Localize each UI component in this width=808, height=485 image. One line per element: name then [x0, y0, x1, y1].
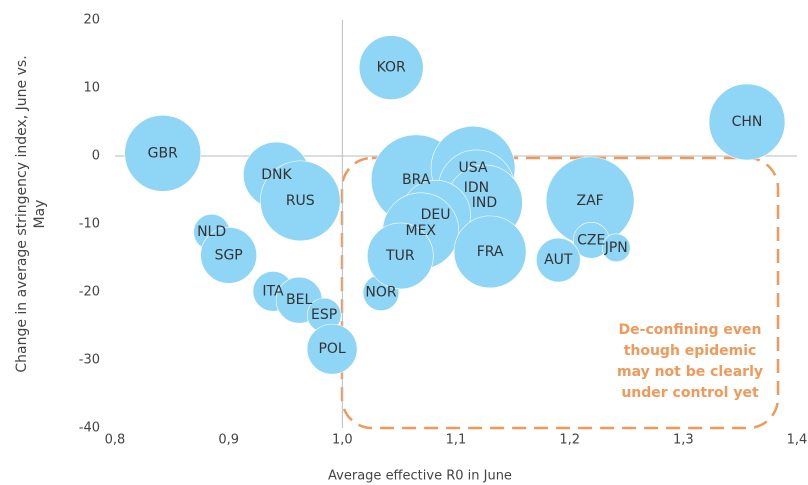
bubble-label: CZE: [577, 232, 605, 248]
bubble-label: MEX: [406, 223, 437, 239]
bubble-label: AUT: [544, 252, 573, 268]
bubble-label: FRA: [477, 244, 504, 260]
bubble-label: TUR: [385, 248, 415, 264]
bubble-label: DEU: [421, 207, 451, 223]
y-tick-label: 10: [83, 81, 100, 96]
bubble-label: DNK: [261, 167, 292, 183]
bubble: [601, 233, 631, 263]
bubble-label: BRA: [402, 172, 431, 188]
y-tick-label: -40: [79, 421, 100, 436]
bubble-label: RUS: [286, 193, 315, 209]
x-tick-label: 1,3: [673, 433, 694, 448]
bubble-label: SGP: [215, 247, 243, 263]
bubble-label: KOR: [377, 60, 406, 76]
bubble-label: ITA: [262, 283, 284, 299]
x-axis-title: Average effective R0 in June: [328, 469, 512, 484]
highlight-box: [340, 156, 780, 430]
y-tick-label: 0: [92, 149, 100, 164]
bubble-label: JPN: [604, 240, 628, 256]
y-axis-title: Change in average stringency index, June…: [14, 55, 48, 373]
bubble-label: NLD: [197, 224, 226, 240]
bubble-label: GBR: [148, 145, 178, 161]
bubble-label: POL: [318, 341, 345, 357]
annotation: under control yet: [621, 385, 759, 401]
y-tick-label: -20: [79, 285, 100, 300]
bubble-label: IND: [472, 195, 497, 211]
bubble: [306, 323, 358, 375]
bubble: [124, 114, 202, 192]
annotation: though epidemic: [624, 343, 757, 359]
bubble-label: BEL: [286, 292, 312, 308]
annotation: De-confining even: [619, 322, 762, 338]
bubble-label: IDN: [464, 180, 489, 196]
bubble-label: USA: [459, 160, 488, 176]
bubble: [358, 35, 424, 100]
x-tick-label: 0,9: [218, 433, 239, 448]
x-tick-label: 0,8: [105, 433, 126, 448]
bubble: [708, 83, 786, 161]
annotation: may not be clearly: [617, 364, 763, 380]
x-tick-label: 1,4: [787, 433, 808, 448]
y-tick-label: 20: [83, 13, 100, 28]
bubble-label: CHN: [732, 114, 763, 130]
bubble: [367, 222, 434, 290]
y-tick-label: -30: [79, 353, 100, 368]
x-tick-label: 1,2: [559, 433, 580, 448]
x-tick-label: 1,1: [446, 433, 467, 448]
bubble-label: NOR: [365, 285, 396, 301]
bubble: [453, 215, 527, 289]
bubble: [535, 237, 581, 283]
bubble: [259, 160, 341, 242]
bubble: [200, 226, 257, 284]
x-tick-label: 1,0: [332, 433, 353, 448]
y-tick-label: -10: [79, 217, 100, 232]
bubble-label: ESP: [311, 307, 337, 323]
bubble-label: ZAF: [577, 193, 604, 209]
